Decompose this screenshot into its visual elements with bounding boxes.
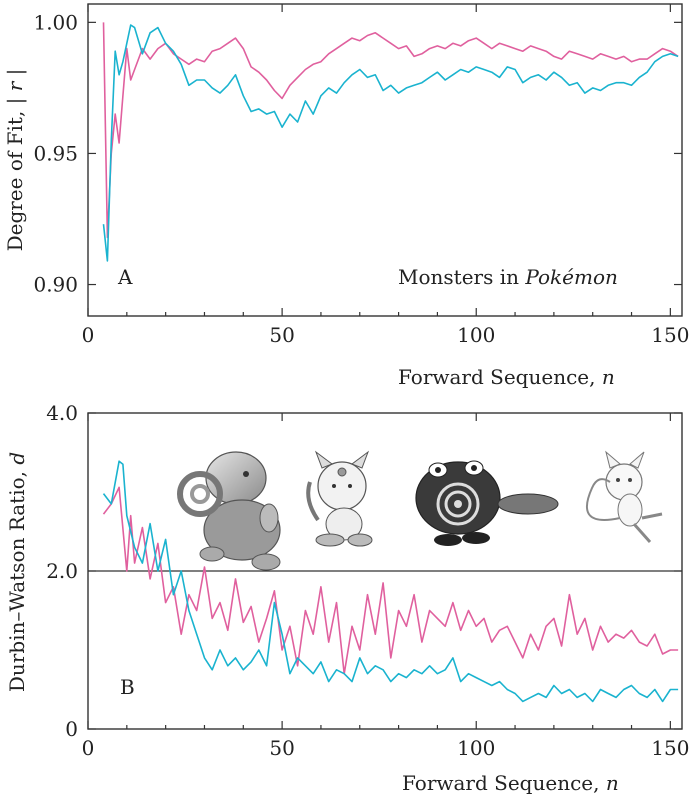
panel-a-series — [102, 22, 679, 262]
panel-a-x-tick-label: 0 — [82, 323, 95, 347]
panel-a-y-axis-var: | r | — [3, 69, 28, 105]
panel-b-label: B — [120, 675, 135, 699]
panel-b-series-line-pink — [102, 486, 679, 675]
panel-a-x-tick-label: 50 — [269, 323, 294, 347]
panel-b-y-axis-var: d — [5, 452, 29, 465]
panel-a-y-tick-label: 1.00 — [33, 10, 78, 34]
panel-b-x-axis-text: Forward Sequence, — [402, 771, 606, 795]
panel-b-durbin-watson: 0 50 100 150 0 2.0 4.0 B Forward Sequence, n D… — [5, 401, 689, 795]
panel-b-x-tick-label: 50 — [269, 736, 294, 760]
panel-b-y-axis-text: Durbin–Watson Ratio, — [5, 465, 29, 693]
panel-a-x-axis-var: n — [602, 365, 615, 389]
panel-a-y-tick-label: 0.90 — [33, 273, 78, 297]
panel-b-x-tick-label: 100 — [457, 736, 495, 760]
poliwag-illustration — [415, 460, 559, 546]
panel-b-x-tick-label: 150 — [651, 736, 689, 760]
panel-a-y-axis-title: Degree of Fit, | r | — [3, 69, 28, 252]
panel-a-annotation: Monsters in Pokémon — [398, 265, 618, 289]
panel-a-x-tick-label: 100 — [457, 323, 495, 347]
panel-a-label: A — [117, 265, 133, 289]
squirtle-illustration — [177, 451, 281, 571]
annotation-italic: Pokémon — [524, 265, 618, 289]
panel-a-degree-of-fit: 0 50 100 150 0.90 0.95 1.00 A Monsters in Poké… — [3, 3, 689, 389]
panel-b-ticks — [87, 412, 682, 730]
panel-b-x-axis-title: Forward Sequence, n — [402, 771, 619, 795]
panel-a-ticks — [87, 4, 682, 316]
panel-b-series-line-cyan — [102, 460, 679, 703]
panel-a-frame — [87, 3, 683, 317]
panel-a-y-tick-label: 0.95 — [33, 141, 78, 165]
panel-b-y-tick-label: 4.0 — [46, 401, 78, 425]
panel-b-y-tick-label: 0 — [65, 717, 78, 741]
panel-b-x-axis-var: n — [606, 771, 619, 795]
panel-a-x-axis-text: Forward Sequence, — [398, 365, 602, 389]
panel-a-series-line-cyan — [102, 24, 679, 262]
panel-a-y-axis-text: Degree of Fit, — [3, 104, 27, 251]
panel-b-y-axis-title: Durbin–Watson Ratio, d — [5, 452, 29, 692]
annotation-prefix: Monsters in — [398, 265, 525, 289]
panel-a-x-axis-title: Forward Sequence, n — [398, 365, 615, 389]
meowth-illustration — [306, 450, 373, 547]
panel-b-tick-labels: 0 50 100 150 0 2.0 4.0 — [46, 401, 689, 760]
panel-b-x-tick-label: 0 — [82, 736, 95, 760]
panel-b-y-tick-label: 2.0 — [46, 559, 78, 583]
panel-b-series — [102, 460, 679, 703]
panel-a-series-line-pink — [102, 22, 679, 239]
panel-a-x-tick-label: 150 — [651, 323, 689, 347]
panel-a-tick-labels: 0 50 100 150 0.90 0.95 1.00 — [33, 10, 689, 347]
mew-illustration — [586, 450, 663, 543]
